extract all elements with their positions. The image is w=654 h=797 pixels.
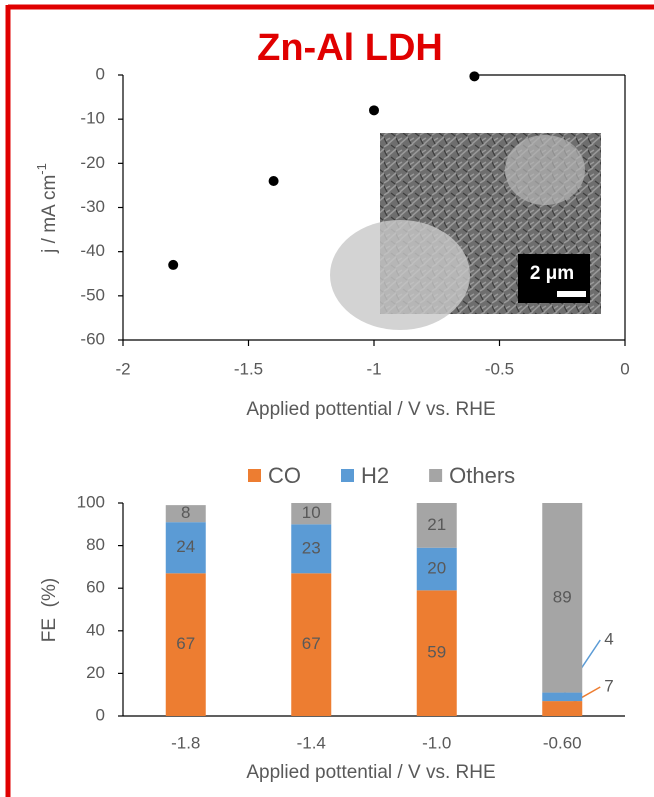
x-tick-label: 0 bbox=[620, 359, 629, 378]
x-tick-label: -1.4 bbox=[297, 733, 326, 752]
legend-label: H2 bbox=[361, 463, 389, 488]
data-label: 59 bbox=[427, 643, 446, 662]
y-tick-label: 100 bbox=[77, 492, 105, 511]
data-label: 67 bbox=[302, 634, 321, 653]
y-tick-label: -60 bbox=[80, 329, 105, 348]
data-label: 67 bbox=[176, 634, 195, 653]
y-tick-label: 20 bbox=[86, 663, 105, 682]
data-point bbox=[469, 71, 479, 81]
title: Zn-Al LDH bbox=[257, 27, 443, 69]
scale-label: 2 μm bbox=[530, 263, 574, 284]
figure: Zn-Al LDH 0-10-20-30-40-50-60-2-1.5-1-0.… bbox=[0, 0, 654, 797]
legend-label: CO bbox=[268, 463, 301, 488]
x-axis-title: Applied pottential / V vs. RHE bbox=[246, 762, 495, 783]
y-axis-title: FE (%) bbox=[39, 578, 60, 642]
data-label: 4 bbox=[604, 629, 613, 648]
x-tick-label: -1.8 bbox=[171, 733, 200, 752]
legend-label: Others bbox=[449, 463, 515, 488]
y-tick-label: -30 bbox=[80, 197, 105, 216]
data-label: 8 bbox=[181, 503, 190, 522]
y-axis-title-sup: -1 bbox=[34, 163, 49, 175]
legend-swatch bbox=[429, 469, 442, 482]
x-tick-label: -0.60 bbox=[543, 733, 582, 752]
inset-bright-area bbox=[505, 135, 585, 205]
data-point bbox=[168, 260, 178, 270]
y-tick-label: 40 bbox=[86, 620, 105, 639]
x-tick-label: -1.0 bbox=[422, 733, 451, 752]
scale-bar bbox=[557, 291, 586, 297]
bar-segment bbox=[542, 701, 582, 716]
data-label: 89 bbox=[553, 587, 572, 606]
y-tick-label: -40 bbox=[80, 241, 105, 260]
data-label: 7 bbox=[604, 676, 613, 695]
data-label: 20 bbox=[427, 559, 446, 578]
legend-swatch bbox=[341, 469, 354, 482]
y-tick-label: -10 bbox=[80, 109, 105, 128]
data-label: 24 bbox=[176, 537, 195, 556]
y-axis-title: j / mA cm-1 bbox=[34, 163, 60, 254]
data-point bbox=[269, 176, 279, 186]
x-tick-label: -0.5 bbox=[485, 359, 514, 378]
y-tick-label: 60 bbox=[86, 578, 105, 597]
legend-swatch bbox=[248, 469, 261, 482]
x-tick-label: -2 bbox=[115, 359, 130, 378]
x-tick-label: -1 bbox=[366, 359, 381, 378]
y-tick-label: 0 bbox=[96, 705, 105, 724]
y-axis-title-main: j / mA cm bbox=[39, 175, 60, 254]
inset-bright-area bbox=[330, 220, 470, 330]
data-label: 10 bbox=[302, 503, 321, 522]
x-axis-title: Applied pottential / V vs. RHE bbox=[246, 399, 495, 420]
y-tick-label: 80 bbox=[86, 535, 105, 554]
x-tick-label: -1.5 bbox=[234, 359, 263, 378]
data-label: 21 bbox=[427, 515, 446, 534]
y-tick-label: -50 bbox=[80, 285, 105, 304]
data-point bbox=[369, 105, 379, 115]
data-label: 23 bbox=[302, 538, 321, 557]
y-tick-label: 0 bbox=[96, 64, 105, 83]
y-tick-label: -20 bbox=[80, 153, 105, 172]
